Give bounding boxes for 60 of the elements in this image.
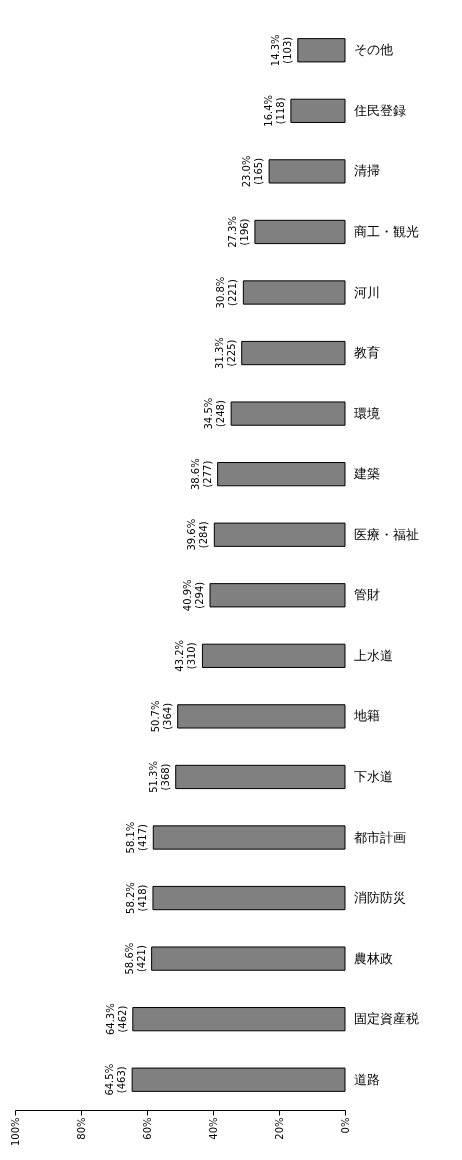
x-tick-label: 40%	[207, 1117, 219, 1140]
y-tick-label: 地籍	[352, 708, 380, 724]
bar	[254, 219, 346, 245]
x-tick-label: 0%	[339, 1117, 351, 1134]
data-label: 16.4% (118)	[262, 94, 286, 127]
y-tick-label: 固定資産税	[353, 1011, 419, 1027]
y-tick-label: 下水道	[353, 768, 393, 784]
bar	[290, 98, 346, 123]
y-tick-label: 道路	[353, 1071, 380, 1087]
data-label: 14.3% (103)	[269, 34, 293, 67]
bar	[131, 1067, 346, 1092]
data-label: 64.5% (463)	[104, 1063, 128, 1096]
bar	[152, 885, 346, 911]
y-tick-label: 管財	[353, 587, 380, 603]
x-tick-label: 20%	[273, 1117, 285, 1140]
bar	[151, 946, 346, 971]
bar	[132, 1007, 346, 1032]
data-label: 39.6% (284)	[186, 518, 210, 551]
y-tick-label: 環境	[353, 405, 380, 421]
bar	[213, 522, 346, 547]
y-tick-label: 清掃	[353, 163, 380, 179]
data-label: 58.1% (417)	[125, 821, 149, 854]
data-label: 64.3% (462)	[104, 1003, 128, 1036]
bar	[209, 583, 346, 608]
data-label: 34.5% (248)	[203, 397, 227, 430]
bar	[242, 280, 346, 305]
y-tick-label: 建築	[352, 466, 380, 482]
data-label: 38.6% (277)	[189, 458, 213, 491]
bar	[175, 764, 346, 790]
y-tick-label: その他	[353, 42, 393, 58]
data-label: 27.3% (196)	[226, 216, 250, 248]
bar	[152, 825, 346, 850]
bar	[217, 462, 346, 487]
y-tick-label: 医療・福祉	[353, 526, 419, 542]
data-label: 30.8% (221)	[215, 276, 239, 309]
y-tick-label: 都市計画	[353, 829, 406, 845]
bar	[297, 38, 346, 63]
data-label: 40.9% (294)	[182, 579, 206, 612]
y-tick-label: 農林政	[353, 950, 393, 966]
y-tick-label: 消防防災	[353, 890, 406, 906]
data-label: 23.0% (165)	[241, 155, 265, 188]
data-label: 51.3% (368)	[147, 761, 171, 793]
bar	[201, 643, 346, 668]
data-label: 58.6% (421)	[123, 942, 147, 975]
bar	[177, 704, 346, 729]
data-label: 58.2% (418)	[124, 882, 148, 914]
bar	[241, 340, 346, 366]
y-tick-label: 上水道	[353, 647, 393, 663]
data-label: 43.2% (310)	[174, 639, 198, 672]
x-tick-label: 60%	[141, 1117, 153, 1140]
y-tick-label: 住民登録	[352, 102, 406, 118]
y-tick-label: 教育	[353, 345, 380, 361]
y-tick-label: 河川	[353, 284, 380, 300]
bar	[268, 159, 346, 184]
x-tick-label: 100%	[9, 1117, 21, 1147]
bar	[230, 401, 346, 426]
x-tick-label: 80%	[75, 1117, 87, 1140]
data-label: 31.3% (225)	[213, 337, 237, 369]
data-label: 50.7% (364)	[149, 700, 173, 733]
y-tick-label: 商工・観光	[353, 223, 419, 239]
